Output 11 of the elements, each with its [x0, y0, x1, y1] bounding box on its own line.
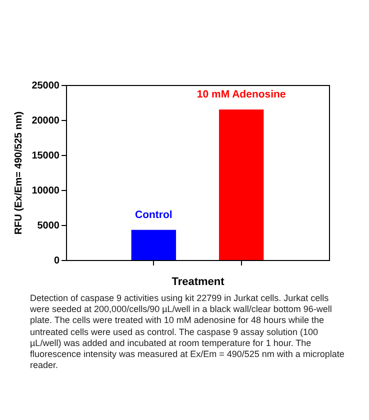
y-tick-label: 10000 — [32, 186, 60, 196]
y-tick-label: 20000 — [32, 116, 60, 126]
x-tick-label: Control — [135, 208, 172, 221]
y-axis-title: RFU (Ex/Em= 490/525 nm) — [14, 111, 25, 235]
text: Detection of caspase 9 activities using kit 22799 in Jurkat cells. Jurkat cells were seeded at 200,000/cells/90 µL/well in a black wall/clear bottom 96-well plate. The cells were treated with 10 mM adenosine for 48 hours while the untreated cells were used as control. The caspase 9 assay solution (100 µL/well) was added and incubated at room temperature for 1 hour. The fluorescence intensity was measured at Ex/Em = 490/525 nm with a microplate reader. — [30, 293, 346, 372]
y-tick-label: 5000 — [37, 220, 60, 232]
y-tick-label: 0 — [54, 256, 60, 266]
x-tick-label: 10 mM Adenosine — [196, 88, 286, 100]
x-axis-title: Treatment — [172, 276, 225, 288]
y-tick-label: 15000 — [32, 150, 60, 162]
y-tick-label: 25000 — [32, 80, 60, 92]
